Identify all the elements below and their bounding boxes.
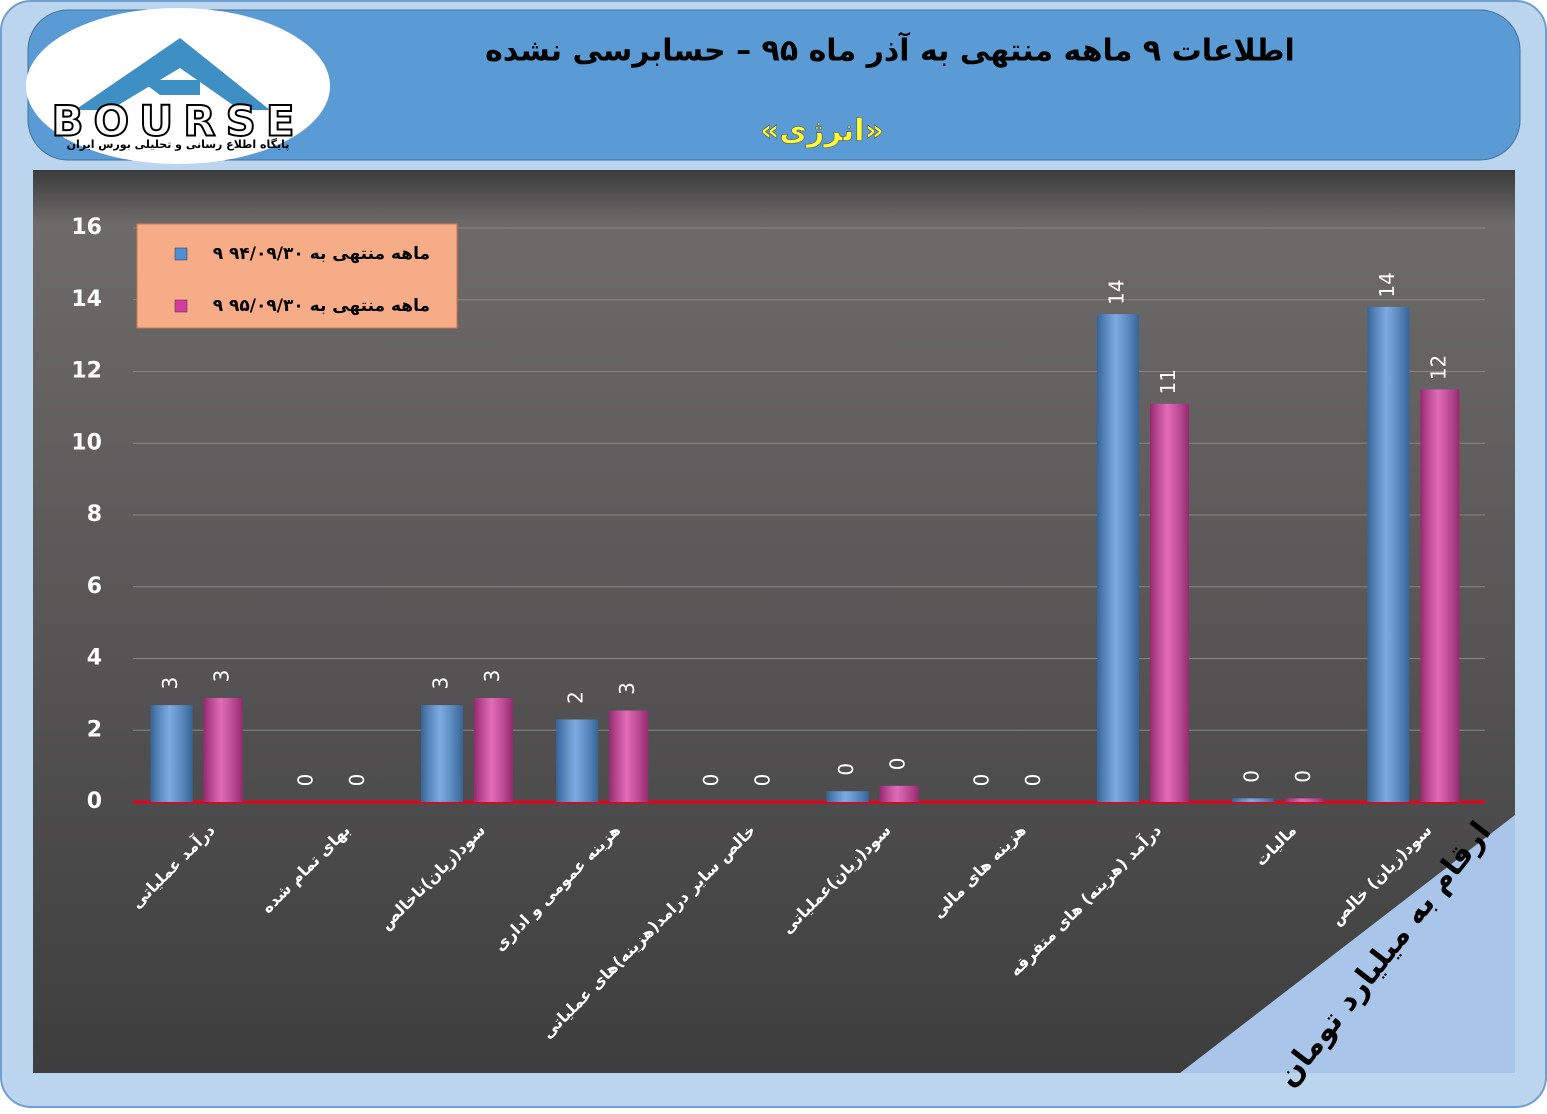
value-label: 0	[969, 774, 993, 787]
value-label: 0	[834, 763, 858, 776]
bar-shine	[421, 705, 463, 802]
y-tick-label: 10	[71, 430, 102, 455]
value-label: 3	[158, 677, 182, 690]
value-label: 0	[886, 757, 910, 770]
bar-shine	[1232, 798, 1275, 802]
legend	[136, 223, 458, 329]
y-tick-label: 14	[71, 287, 102, 312]
y-tick-label: 4	[87, 646, 102, 671]
value-label: 3	[429, 677, 453, 690]
value-label: 0	[345, 774, 369, 787]
value-label: 2	[564, 691, 588, 704]
logo-tagline: پایگاه اطلاع رسانی و تحلیلی بورس ایران	[67, 138, 290, 151]
bar-shine	[609, 710, 649, 802]
bar-shine	[1097, 314, 1139, 802]
value-label: 0	[1240, 770, 1264, 783]
y-tick-label: 2	[87, 717, 102, 742]
bar-shine	[1367, 306, 1410, 802]
value-label: 11	[1156, 369, 1180, 394]
value-label: 14	[1375, 272, 1399, 297]
y-tick-label: 0	[87, 789, 102, 814]
bar-shine	[1285, 798, 1325, 802]
bar-shine	[556, 719, 599, 802]
bar-shine	[826, 791, 869, 802]
logo-text: BOURSE	[51, 97, 304, 146]
value-label: 3	[480, 670, 504, 683]
value-label: 0	[699, 774, 723, 787]
legend-marker	[174, 247, 188, 261]
bar-shine	[203, 697, 243, 802]
value-label: 12	[1426, 355, 1450, 380]
value-label: 0	[750, 774, 774, 787]
value-label: 3	[615, 682, 639, 695]
value-label: 3	[210, 670, 234, 683]
bar-shine	[1420, 389, 1460, 802]
bar-shine	[1150, 403, 1189, 802]
y-tick-label: 6	[87, 574, 102, 599]
logo-shape	[140, 80, 200, 95]
legend-label: ۹ ماهه منتهی به ۹۴/۰۹/۳۰	[213, 244, 430, 264]
y-tick-label: 12	[71, 359, 102, 384]
value-label: 0	[293, 774, 317, 787]
bar-shine	[474, 697, 513, 802]
note-background	[1180, 815, 1515, 1073]
bar-shine	[150, 705, 193, 802]
value-label: 14	[1105, 279, 1129, 304]
y-tick-label: 16	[71, 215, 102, 240]
chart-title: اطلاعات ۹ ماهه منتهی به آذر ماه ۹۵ – حسا…	[485, 32, 1295, 69]
value-label: 0	[1021, 774, 1045, 787]
logo-shape	[75, 38, 270, 110]
legend-marker	[174, 299, 188, 313]
bar-shine	[879, 785, 919, 802]
value-label: 0	[1291, 770, 1315, 783]
y-tick-label: 8	[87, 502, 102, 527]
chart-subtitle: «انرژی»	[760, 114, 884, 149]
legend-label: ۹ ماهه منتهی به ۹۵/۰۹/۳۰	[213, 296, 430, 316]
